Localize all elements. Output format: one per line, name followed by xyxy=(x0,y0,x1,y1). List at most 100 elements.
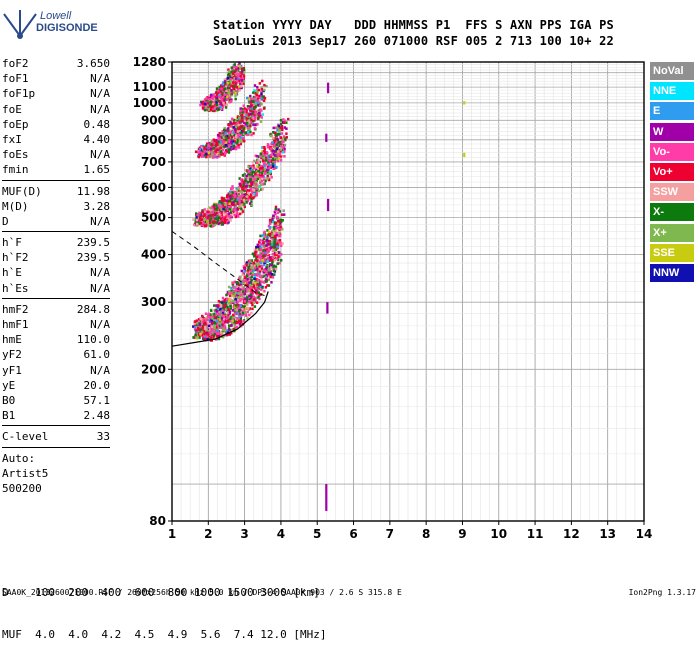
echo-point xyxy=(278,231,281,234)
echo-point xyxy=(243,276,247,280)
echo-point xyxy=(218,215,222,219)
echo-point xyxy=(213,318,216,322)
echo-point xyxy=(236,77,240,81)
echo-point xyxy=(210,318,213,322)
echo-point xyxy=(221,335,225,338)
echo-point xyxy=(258,240,261,244)
param-label: foEp xyxy=(2,117,29,131)
echo-point xyxy=(205,331,209,335)
echo-point xyxy=(215,326,218,329)
echo-point xyxy=(195,215,198,219)
param-value: 33 xyxy=(96,430,110,444)
echo-point xyxy=(216,133,220,137)
echo-point xyxy=(233,136,237,140)
param-value: 1.65 xyxy=(83,163,111,177)
echo-point xyxy=(240,79,244,82)
echo-point xyxy=(276,222,280,225)
echo-point xyxy=(259,285,262,288)
echo-point xyxy=(224,307,228,311)
echo-point xyxy=(238,116,241,120)
echo-point xyxy=(238,73,241,76)
echo-point xyxy=(279,126,282,129)
echo-point xyxy=(219,105,222,109)
echo-point xyxy=(256,278,260,282)
echo-point xyxy=(218,200,221,203)
echo-point xyxy=(276,262,279,266)
echo-point xyxy=(241,174,245,177)
echo-point xyxy=(202,337,206,341)
echo-point xyxy=(234,92,237,95)
echo-point xyxy=(253,166,256,170)
echo-point xyxy=(237,85,241,88)
echo-point xyxy=(233,85,236,88)
echo-point xyxy=(210,141,213,144)
echo-point xyxy=(211,210,215,214)
echo-point xyxy=(207,153,211,157)
echo-point xyxy=(267,253,270,257)
echo-point xyxy=(258,270,262,273)
echo-point xyxy=(269,266,273,269)
echo-point xyxy=(264,165,268,169)
echo-point xyxy=(244,187,248,191)
echo-point xyxy=(249,283,252,287)
echo-point xyxy=(228,212,231,215)
echo-point xyxy=(217,136,220,140)
echo-point xyxy=(220,334,223,337)
echo-point xyxy=(208,99,212,103)
echo-point xyxy=(243,193,246,197)
echo-point xyxy=(266,284,269,287)
echo-point xyxy=(255,183,258,186)
echo-point xyxy=(239,74,242,78)
echo-point xyxy=(260,288,263,291)
echo-point xyxy=(227,151,231,154)
echo-point xyxy=(262,269,265,273)
echo-point xyxy=(238,294,242,297)
echo-point xyxy=(240,207,243,211)
echo-point xyxy=(256,86,259,89)
echo-point xyxy=(274,248,278,252)
echo-point xyxy=(252,284,256,288)
echo-point xyxy=(272,269,276,273)
echo-point xyxy=(242,193,245,196)
muf-table: D 100 200 400 600 800 1000 1500 3000 [km… xyxy=(2,558,327,656)
echo-point xyxy=(268,166,271,170)
echo-point xyxy=(251,112,254,115)
echo-point xyxy=(274,224,277,228)
echo-point xyxy=(278,261,281,265)
echo-point xyxy=(210,154,213,158)
param-row: hmF1 N/A xyxy=(2,317,110,332)
param-label: foF1 xyxy=(2,72,29,86)
echo-point xyxy=(261,171,264,175)
echo-point xyxy=(259,178,262,182)
echo-point xyxy=(255,93,258,97)
echo-point xyxy=(275,253,278,256)
echo-point xyxy=(206,332,209,336)
echo-point xyxy=(214,210,217,213)
echo-point xyxy=(221,324,225,328)
param-label: h`Es xyxy=(2,281,29,295)
param-label: hmF1 xyxy=(2,318,29,331)
echo-point xyxy=(213,313,216,316)
echo-point xyxy=(227,292,231,296)
echo-point xyxy=(212,95,215,98)
echo-point xyxy=(215,100,218,104)
echo-point xyxy=(259,247,263,251)
echo-point xyxy=(224,90,228,94)
echo-point xyxy=(237,215,240,218)
echo-point xyxy=(199,325,202,329)
echo-point xyxy=(230,146,233,149)
echo-point xyxy=(241,310,244,313)
echo-point xyxy=(246,310,249,314)
scaled-parameters-panel: foF2 3.650 foF1 N/A foF1p N/A foE N/A foEp 0.48 fx… xyxy=(2,56,110,496)
echo-point xyxy=(220,223,224,226)
echo-point xyxy=(196,213,200,217)
echo-point xyxy=(246,299,249,302)
echo-point xyxy=(218,90,221,93)
legend-item-vominus: Vo- xyxy=(650,142,694,161)
echo-point xyxy=(234,291,237,295)
echo-point xyxy=(209,108,213,112)
legend-item-noval: NoVal xyxy=(650,62,694,80)
echo-point xyxy=(221,220,224,223)
echo-point xyxy=(235,65,238,69)
echo-point xyxy=(217,95,220,99)
